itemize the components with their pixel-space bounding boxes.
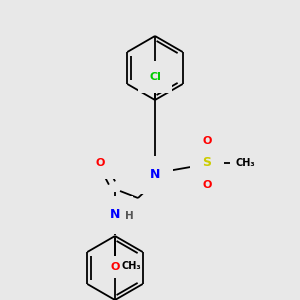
Text: N: N bbox=[150, 169, 160, 182]
Text: N: N bbox=[110, 208, 120, 221]
Text: Cl: Cl bbox=[149, 72, 161, 82]
Text: CH₃: CH₃ bbox=[235, 158, 255, 168]
Text: H: H bbox=[125, 211, 134, 221]
Text: O: O bbox=[95, 158, 105, 168]
Text: O: O bbox=[202, 136, 212, 146]
Text: CH₃: CH₃ bbox=[122, 261, 142, 271]
Text: O: O bbox=[110, 262, 120, 272]
Text: S: S bbox=[202, 157, 211, 169]
Text: O: O bbox=[202, 180, 212, 190]
